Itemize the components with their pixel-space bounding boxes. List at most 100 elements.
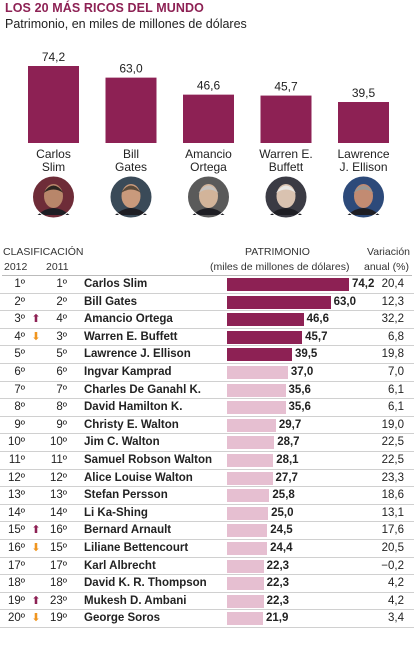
- variacion-value: 23,3: [381, 471, 404, 484]
- rank-2012: 16º: [8, 541, 25, 554]
- rank-2012: 14º: [8, 506, 25, 519]
- header-divider: [2, 275, 412, 276]
- rank-2011: 7º: [56, 383, 67, 396]
- rank-2012: 3º: [14, 313, 25, 326]
- top-bar-category-label: Carlos: [36, 147, 71, 161]
- person-name: Ingvar Kamprad: [84, 365, 172, 378]
- variacion-value: 19,8: [381, 348, 404, 361]
- header-patrimonio: PATRIMONIO: [245, 246, 310, 258]
- variacion-value: 17,6: [381, 524, 404, 537]
- table-row: 7º 7º Charles De Ganahl K. 35,6 6,1: [0, 382, 414, 400]
- variacion-value: 6,8: [388, 330, 404, 343]
- person-name: Bernard Arnault: [84, 524, 172, 537]
- rank-2012: 18º: [8, 577, 25, 590]
- patrimonio-value: 74,2: [352, 278, 375, 290]
- table-row: 18º 18º David K. R. Thompson 22,3 4,2: [0, 575, 414, 593]
- table-row: 4º ⬇ 3º Warren E. Buffett 45,7 6,8: [0, 329, 414, 347]
- rank-2012: 12º: [8, 471, 25, 484]
- person-name: Karl Albrecht: [84, 559, 156, 572]
- table-row: 16º ⬇ 15º Liliane Bettencourt 24,4 20,5: [0, 540, 414, 558]
- rank-2012: 20º: [8, 612, 25, 625]
- rank-2011: 14º: [50, 506, 67, 519]
- rank-2012: 13º: [8, 489, 25, 502]
- rank-2011: 17º: [50, 559, 67, 572]
- patrimonio-value: 63,0: [333, 295, 356, 308]
- patrimonio-value: 46,6: [306, 313, 329, 326]
- patrimonio-value: 27,7: [275, 471, 298, 484]
- patrimonio-value: 28,7: [277, 436, 300, 449]
- portrait-avatar: [32, 175, 75, 219]
- patrimonio-bar: [227, 330, 303, 344]
- table-row: 1º 1º Carlos Slim 74,2 20,4: [0, 276, 414, 294]
- rank-2012: 19º: [8, 594, 25, 607]
- patrimonio-bar: [227, 278, 349, 291]
- variacion-value: 19,0: [381, 418, 404, 431]
- patrimonio-bar: [227, 365, 288, 379]
- rank-2011: 8º: [56, 401, 67, 414]
- person-name: Amancio Ortega: [84, 313, 173, 326]
- trend-down-arrow-icon: ⬇: [31, 541, 41, 554]
- patrimonio-value: 21,9: [266, 612, 289, 625]
- rank-2012: 9º: [14, 418, 25, 431]
- person-name: Mukesh D. Ambani: [84, 594, 187, 607]
- top-bar-category-label: Slim: [42, 160, 65, 174]
- patrimonio-bar: [227, 541, 268, 555]
- header-variacion-unit: anual (%): [364, 261, 409, 273]
- patrimonio-value: 45,7: [305, 330, 328, 343]
- table-row: 14º 14º Li Ka-Shing 25,0 13,1: [0, 505, 414, 523]
- rank-2011: 2º: [56, 295, 67, 308]
- patrimonio-bar: [227, 471, 273, 485]
- chart-title: LOS 20 MÁS RICOS DEL MUNDO: [5, 1, 204, 15]
- trend-down-arrow-icon: ⬇: [31, 612, 41, 625]
- person-name: Li Ka-Shing: [84, 506, 148, 519]
- person-name: Bill Gates: [84, 295, 138, 308]
- rank-2012: 15º: [8, 524, 25, 537]
- rank-2012: 17º: [8, 559, 25, 572]
- table-row: 6º 6º Ingvar Kamprad 37,0 7,0: [0, 364, 414, 382]
- patrimonio-value: 22,3: [266, 594, 290, 607]
- top-bar-category-label: Warren E.: [259, 147, 313, 161]
- patrimonio-bar: [227, 313, 304, 327]
- variacion-value: 32,2: [381, 313, 404, 326]
- table-row: 11º 11º Samuel Robson Walton 28,1 22,5: [0, 452, 414, 470]
- top-bar-category-label: Gates: [115, 160, 147, 174]
- patrimonio-bar: [227, 348, 292, 362]
- person-name: Alice Louise Walton: [84, 471, 193, 484]
- person-name: Jim C. Walton: [84, 436, 160, 449]
- rank-2011: 15º: [50, 541, 67, 554]
- table-row: 20º ⬇ 19º George Soros 21,9 3,4: [0, 610, 414, 628]
- variacion-value: 6,1: [388, 401, 404, 414]
- rank-2011: 19º: [50, 612, 67, 625]
- patrimonio-bar: [227, 594, 264, 608]
- variacion-value: 18,6: [381, 489, 404, 502]
- patrimonio-bar: [227, 453, 274, 467]
- trend-up-arrow-icon: ⬆: [31, 524, 41, 537]
- rank-2012: 8º: [14, 401, 25, 414]
- table-row: 15º ⬆ 16º Bernard Arnault 24,5 17,6: [0, 522, 414, 540]
- top-bar-value-label: 63,0: [119, 62, 143, 76]
- top-bar-5: [338, 102, 389, 143]
- header-clasificacion: CLASIFICACIÓN: [3, 246, 84, 258]
- top-bar-value-label: 45,7: [274, 80, 298, 94]
- top-bar-value-label: 39,5: [352, 86, 376, 100]
- top-bar-category-label: Buffett: [269, 160, 304, 174]
- patrimonio-bar: [227, 418, 276, 432]
- table-row: 2º 2º Bill Gates 63,0 12,3: [0, 294, 414, 312]
- table-row: 10º 10º Jim C. Walton 28,7 22,5: [0, 434, 414, 452]
- person-name: Charles De Ganahl K.: [84, 383, 201, 396]
- patrimonio-bar: [227, 383, 286, 397]
- patrimonio-value: 22,3: [266, 559, 290, 572]
- rank-2012: 5º: [14, 348, 25, 361]
- top-bar-category-label: J. Ellison: [339, 160, 387, 174]
- header-variacion: Variación: [367, 246, 410, 258]
- rank-2011: 4º: [56, 313, 67, 326]
- top-bar-category-label: Ortega: [190, 160, 227, 174]
- rank-2011: 3º: [56, 330, 67, 343]
- patrimonio-value: 24,4: [270, 541, 293, 554]
- variacion-value: 20,5: [381, 541, 404, 554]
- top-bar-value-label: 74,2: [42, 50, 66, 64]
- top-bar-category-label: Bill: [123, 147, 139, 161]
- table-row: 12º 12º Alice Louise Walton 27,7 23,3: [0, 470, 414, 488]
- top-bar-2: [105, 77, 157, 143]
- patrimonio-bar: [227, 436, 275, 450]
